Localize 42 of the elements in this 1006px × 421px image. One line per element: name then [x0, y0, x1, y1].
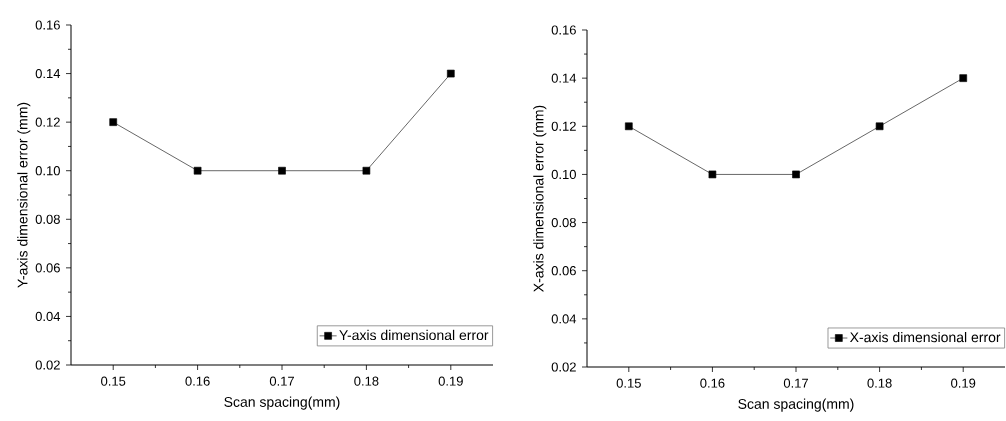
y-tick-label: 0.16: [551, 25, 576, 35]
y-tick-label: 0.16: [35, 20, 60, 30]
x-tick-label: 0.15: [616, 378, 641, 388]
y-tick-label: 0.06: [35, 263, 60, 273]
x-tick-label: 0.17: [783, 378, 808, 388]
point: [959, 74, 968, 82]
y-tick-label: 0.14: [551, 73, 577, 83]
point: [792, 170, 800, 179]
y-tick-label: 0.10: [35, 166, 60, 176]
x-tick-label: 0.16: [700, 378, 725, 388]
y-axis-title: X-axis dimensional error (mm): [533, 105, 547, 292]
legend-label: X-axis dimensional error: [849, 331, 1001, 343]
point: [193, 166, 202, 175]
point: [362, 166, 371, 175]
x-tick-label: 0.18: [354, 376, 379, 386]
y-tick-label: 0.14: [35, 68, 61, 79]
y-tick-label: 0.02: [35, 360, 60, 370]
x-tick-label: 0.19: [438, 376, 463, 386]
y-tick-label: 0.04: [551, 314, 577, 324]
point: [109, 118, 118, 126]
x-tick-label: 0.18: [867, 378, 892, 388]
x-tick-label: 0.19: [951, 378, 976, 388]
point: [708, 170, 717, 179]
point: [875, 122, 884, 131]
y-tick-label: 0.06: [551, 266, 576, 276]
point: [447, 69, 455, 78]
y-tick-label: 0.08: [551, 217, 576, 228]
x-axis-title: Scan spacing(mm): [224, 396, 340, 410]
point: [278, 166, 286, 175]
y-tick-label: 0.02: [551, 362, 576, 372]
y-tick-label: 0.12: [35, 117, 60, 127]
x-axis-title: Scan spacing(mm): [738, 398, 854, 412]
x-tick-label: 0.17: [269, 376, 294, 386]
y-tick-label: 0.10: [551, 169, 576, 180]
x-tick-label: 0.16: [185, 376, 210, 386]
y-tick-label: 0.12: [551, 121, 576, 131]
x-tick-label: 0.15: [101, 376, 126, 386]
legend-label: Y-axis dimensional error: [339, 329, 489, 341]
y-axis-title: Y-axis dimensional error (mm): [17, 102, 31, 288]
y-tick-label: 0.08: [35, 214, 60, 224]
point: [625, 122, 633, 131]
y-tick-label: 0.04: [35, 311, 61, 322]
